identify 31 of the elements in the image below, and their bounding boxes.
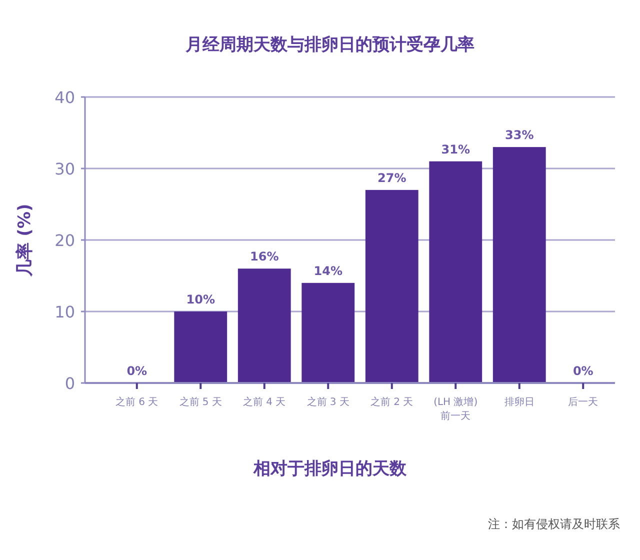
bar xyxy=(302,282,355,383)
x-axis-title: 相对于排卵日的天数 xyxy=(252,459,408,479)
data-label: 0% xyxy=(126,364,148,378)
y-tick-label: 30 xyxy=(54,160,75,178)
data-label: 0% xyxy=(572,364,594,378)
data-label: 16% xyxy=(250,250,279,264)
x-tick-label: 之前 2 天 xyxy=(370,396,414,408)
data-label: 14% xyxy=(314,264,342,278)
bar xyxy=(238,268,291,383)
x-tick-label: 后一天 xyxy=(568,396,598,408)
x-tick-label: 之前 4 天 xyxy=(243,396,286,408)
y-axis-title: 几率 (%) xyxy=(15,204,35,278)
x-tick-label: 之前 5 天 xyxy=(179,396,222,408)
y-tick-label: 40 xyxy=(54,88,75,107)
data-label: 33% xyxy=(505,128,534,142)
data-label: 27% xyxy=(378,170,406,185)
x-tick-label: 之前 3 天 xyxy=(306,396,350,408)
data-label: 10% xyxy=(186,292,215,306)
data-label: 31% xyxy=(441,142,470,156)
y-tick-label: 20 xyxy=(54,231,75,250)
chart-title: 月经周期天数与排卵日的预计受孕几率 xyxy=(184,35,474,55)
x-tick-label: 之前 6 天 xyxy=(116,396,158,408)
bar xyxy=(492,147,546,383)
x-tick-label: (LH 激增) 前一天 xyxy=(434,396,478,422)
text: 注：如有侵权请及时联系 xyxy=(488,517,620,531)
bar xyxy=(365,190,418,383)
bar xyxy=(429,161,482,383)
y-tick-label: 0 xyxy=(64,374,75,393)
x-tick-label: 排卵日 xyxy=(504,396,534,408)
bar xyxy=(174,312,228,383)
y-tick-label: 10 xyxy=(54,302,75,322)
